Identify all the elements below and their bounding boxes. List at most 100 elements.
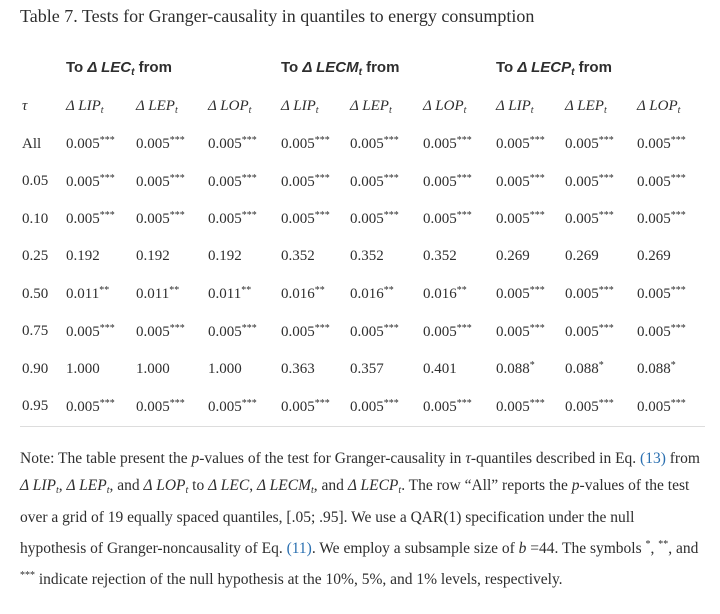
table-cell: 0.269 [635, 238, 705, 276]
equation-link[interactable]: (13) [640, 450, 666, 467]
table-cell: 0.005*** [421, 126, 494, 164]
p-value: 0.005 [496, 173, 530, 190]
table-cell: 0.005*** [64, 201, 134, 239]
note-text: -quantiles described in Eq. [470, 450, 641, 467]
table-cell: 0.005*** [421, 201, 494, 239]
table-cell: 0.005*** [206, 388, 279, 427]
significance-stars: * [529, 360, 535, 372]
note-italic: p [191, 450, 200, 467]
note-math: b [518, 540, 527, 558]
note-text: , [650, 540, 659, 558]
p-value: 0.005 [423, 136, 457, 153]
subscript: t [358, 66, 362, 78]
column-variable: τ [22, 98, 28, 115]
p-value: 0.005 [350, 211, 384, 228]
table-cell: 0.005*** [348, 388, 421, 427]
table-cell: 0.005*** [134, 388, 206, 427]
row-label: 0.75 [22, 323, 49, 340]
p-value: 0.352 [281, 248, 315, 265]
significance-stars: *** [241, 397, 257, 409]
p-value: 0.005 [136, 398, 170, 415]
p-value: 0.269 [637, 248, 671, 265]
note-text: , and [668, 540, 699, 558]
p-value: 0.005 [423, 173, 457, 190]
table-cell: 0.005*** [206, 126, 279, 164]
note-text: , and [313, 477, 348, 494]
significance-stars: *** [169, 135, 185, 147]
column-variable: Δ LIP [496, 97, 531, 114]
significance-stars: *** [99, 135, 115, 147]
table-note: Note: The table present the p-values of … [20, 445, 704, 593]
p-value: 0.011 [66, 286, 100, 303]
significance-stars: *** [670, 397, 686, 409]
p-value: 0.192 [136, 248, 170, 265]
table-cell: 0.005*** [635, 201, 705, 239]
significance-stars: *** [670, 322, 686, 334]
table-cell: 0.005*** [134, 126, 206, 164]
equation-link[interactable]: (11) [286, 540, 312, 558]
significance-stars: ** [169, 285, 180, 297]
p-value: 0.011 [136, 286, 170, 303]
note-math: Δ LECP [347, 477, 399, 494]
note-text: =44. The symbols [526, 540, 646, 558]
table-cell: 0.005*** [494, 126, 563, 164]
group-variable: Δ LECP [517, 58, 572, 76]
row-label: 0.25 [22, 248, 49, 265]
subscript: t [603, 104, 607, 116]
significance-stars: *** [456, 397, 472, 409]
p-value: 0.005 [637, 173, 671, 190]
table-cell: 0.363 [279, 351, 348, 389]
p-value: 0.005 [565, 173, 599, 190]
p-value: 0.005 [350, 398, 384, 415]
row-label: 0.90 [22, 360, 49, 377]
column-header: Δ LOPt [421, 88, 494, 126]
significance-stars: *** [529, 285, 545, 297]
table-row: 0.10 0.005*** 0.005*** 0.005*** 0.005*** 0.00… [20, 201, 705, 239]
group-suffix: from [138, 58, 172, 76]
table-cell: 0.357 [348, 351, 421, 389]
note-subscript: t [106, 485, 110, 496]
column-header: τ [20, 88, 64, 126]
note-italic: p [571, 477, 580, 494]
table-cell: 0.016** [348, 276, 421, 314]
note-text: -values of the test over a grid of 19 eq… [20, 477, 690, 558]
p-value: 1.000 [136, 360, 170, 377]
p-value: 0.005 [496, 136, 530, 153]
note-text: , and [109, 477, 144, 494]
group-header: To Δ LECt from [64, 48, 279, 88]
table-cell: 0.005*** [348, 201, 421, 239]
table-cell: 0.352 [279, 238, 348, 276]
p-value: 0.005 [281, 136, 315, 153]
p-value: 0.011 [208, 286, 242, 303]
p-value: 0.005 [66, 211, 100, 228]
table-row: 0.90 1.000 1.000 1.000 0.363 0.357 0.401 0.088*… [20, 351, 705, 389]
column-header: Δ LIPt [279, 88, 348, 126]
column-header: Δ LEPt [563, 88, 635, 126]
table-cell: 0.352 [348, 238, 421, 276]
p-value: 0.005 [208, 211, 242, 228]
p-value: 0.005 [423, 398, 457, 415]
group-prefix: To [496, 58, 514, 76]
p-value: 0.005 [496, 398, 530, 415]
data-table: To Δ LECt from To Δ LECMt from To Δ LECPt … [20, 48, 705, 427]
column-header: Δ LIPt [64, 88, 134, 126]
p-value: 0.005 [637, 398, 671, 415]
significance-stars: *** [383, 135, 399, 147]
table-cell: 0.005*** [421, 163, 494, 201]
table-cell: 0.005*** [421, 313, 494, 351]
table-cell: 0.005*** [563, 201, 635, 239]
note-math: Δ LIP [20, 477, 56, 494]
significance-stars: *** [598, 172, 614, 184]
group-header: To Δ LECPt from [494, 48, 705, 88]
table-cell: 0.005*** [206, 313, 279, 351]
note-subscript: t [398, 485, 402, 496]
table-row: 0.95 0.005*** 0.005*** 0.005*** 0.005*** 0.00… [20, 388, 705, 427]
p-value: 0.005 [136, 323, 170, 340]
significance-stars: *** [241, 322, 257, 334]
significance-stars: *** [314, 172, 330, 184]
table-cell: 0.005*** [134, 313, 206, 351]
significance-stars: *** [99, 397, 115, 409]
table-cell: 0.005*** [134, 201, 206, 239]
table-cell: 0.088* [494, 351, 563, 389]
